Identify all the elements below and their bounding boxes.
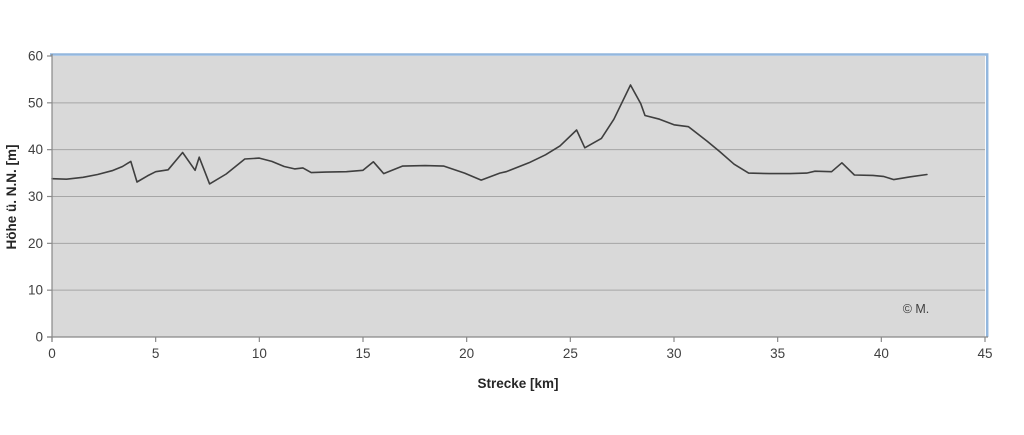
axes-group bbox=[47, 54, 988, 342]
x-tick-label: 35 bbox=[770, 346, 785, 361]
x-tick-label: 25 bbox=[563, 346, 578, 361]
x-tick-label: 30 bbox=[666, 346, 681, 361]
y-tick-label: 60 bbox=[28, 49, 43, 64]
x-tick-label: 10 bbox=[252, 346, 267, 361]
series-group bbox=[51, 84, 928, 185]
y-tick-label: 30 bbox=[28, 189, 43, 204]
x-axis-tick-labels: 0 5 10 15 20 25 30 35 40 45 bbox=[48, 346, 992, 361]
x-tick-label: 45 bbox=[977, 346, 992, 361]
y-tick-label: 0 bbox=[35, 330, 43, 345]
x-tick-label: 20 bbox=[459, 346, 474, 361]
y-axis-title: Höhe ü. N.N. [m] bbox=[4, 145, 19, 250]
x-tick-label: 40 bbox=[874, 346, 889, 361]
copyright-watermark: © M. bbox=[903, 302, 930, 316]
x-tick-label: 0 bbox=[48, 346, 56, 361]
x-axis-title: Strecke [km] bbox=[477, 376, 558, 391]
chart-accent-border bbox=[50, 53, 989, 337]
x-tick-label: 15 bbox=[355, 346, 370, 361]
y-tick-label: 10 bbox=[28, 283, 43, 298]
y-tick-label: 40 bbox=[28, 142, 43, 157]
y-tick-label: 20 bbox=[28, 236, 43, 251]
x-tick-label: 5 bbox=[152, 346, 160, 361]
y-axis-tick-labels: 0 10 20 30 40 50 60 bbox=[28, 49, 43, 345]
accent-border-group bbox=[50, 53, 989, 337]
gridlines-group bbox=[52, 102, 985, 291]
elevation-line-series bbox=[51, 84, 928, 185]
y-tick-label: 50 bbox=[28, 95, 43, 110]
